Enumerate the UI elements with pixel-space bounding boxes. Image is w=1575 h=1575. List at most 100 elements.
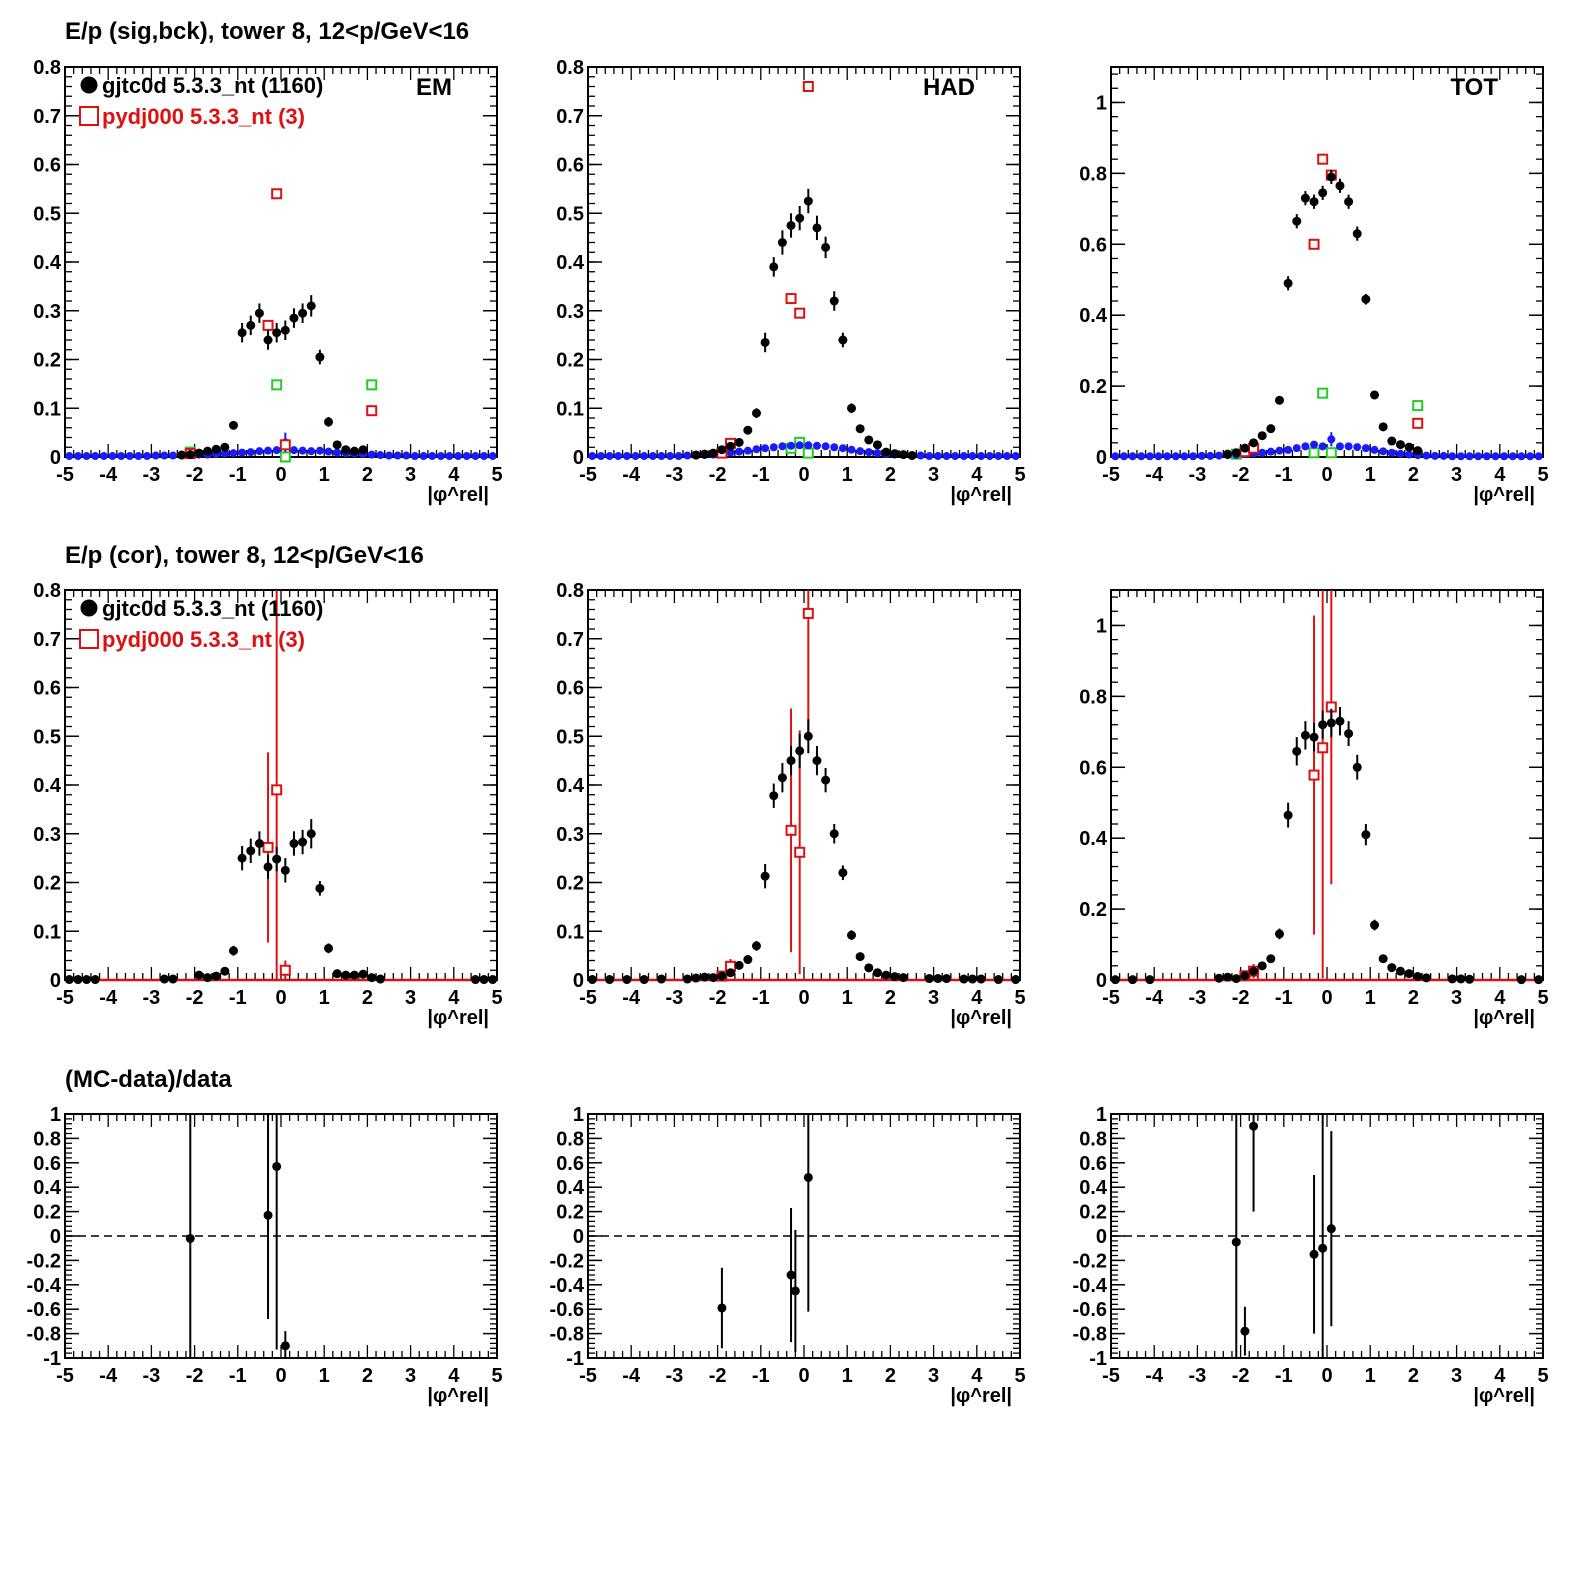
- bck-data-point: [125, 452, 134, 461]
- data-point: [246, 846, 256, 856]
- y-tick-label: 0: [573, 447, 584, 469]
- bck-data-point: [683, 451, 692, 460]
- bck-data-point: [985, 452, 994, 461]
- data-point: [1421, 973, 1431, 983]
- bck-data-point: [229, 449, 238, 458]
- bck-data-point: [614, 452, 623, 461]
- x-tick-label: 1: [842, 987, 853, 1009]
- data-point: [933, 974, 943, 984]
- mc-point: [794, 307, 806, 319]
- x-tick-label: -4: [1145, 464, 1164, 486]
- x-tick-label: 1: [319, 987, 330, 1009]
- data-point: [1266, 424, 1276, 434]
- bck-data-point: [640, 452, 649, 461]
- bck-data-point: [1275, 446, 1284, 455]
- data-point: [864, 963, 874, 973]
- plot-sig-tot: 0 0.2 0.4 0.6 0.8 1 -5 -4 -3 -2 -1 0 1 2 3 4 5|φ^rel| TOT: [1079, 66, 1549, 506]
- bck-data-point: [488, 452, 497, 461]
- data-point: [1249, 1121, 1259, 1131]
- x-tick-label: 0: [1321, 987, 1332, 1009]
- x-tick-label: -4: [1145, 987, 1164, 1009]
- bck-data-point: [289, 446, 298, 455]
- bck-data-point: [1456, 452, 1465, 461]
- bck-data-point: [1189, 452, 1198, 461]
- bck-data-point: [134, 452, 143, 461]
- y-tick-label: -0.8: [550, 1324, 584, 1346]
- bck-data-point: [160, 451, 169, 460]
- data-point: [656, 974, 666, 984]
- data-point: [1257, 961, 1267, 971]
- data-point: [1387, 963, 1397, 973]
- data-point: [691, 973, 701, 983]
- y-tick-label: 0.4: [1079, 305, 1108, 327]
- bck-data-point: [622, 452, 631, 461]
- panel-label: HAD: [923, 74, 975, 101]
- y-tick-label: 0.2: [33, 350, 61, 372]
- data-point: [1249, 966, 1259, 976]
- data-point: [743, 955, 753, 965]
- data-point: [194, 970, 204, 980]
- y-tick-label: 0.6: [556, 1153, 584, 1175]
- plot-frame: [587, 589, 1021, 981]
- data-point: [1465, 974, 1475, 984]
- data-point: [1378, 422, 1388, 432]
- bck-data-point: [735, 447, 744, 456]
- data-point: [367, 973, 377, 983]
- data-point: [82, 975, 92, 985]
- bck-data-point: [994, 452, 1003, 461]
- bck-data-point: [1396, 449, 1405, 458]
- legend-mc-marker: [79, 629, 99, 649]
- plot-ratio-em: -1-0.8-0.6-0.4-0.200.20.40.60.81-5 -4 -3 -2…: [27, 1104, 503, 1407]
- y-tick-label: 0.3: [556, 824, 584, 846]
- data-point: [872, 968, 882, 978]
- data-point: [185, 450, 195, 460]
- data-point: [280, 325, 290, 335]
- data-point: [855, 424, 865, 434]
- bck-data-point: [1344, 442, 1353, 451]
- y-tick-label: 0.7: [33, 629, 61, 651]
- data-point: [1223, 972, 1233, 982]
- x-tick-label: 5: [1537, 1365, 1548, 1387]
- data-point: [1326, 1224, 1336, 1234]
- bck-data-point: [272, 446, 281, 455]
- data-point: [177, 450, 187, 460]
- data-point: [1344, 197, 1354, 207]
- data-point: [263, 862, 273, 872]
- bck-data-point: [1526, 452, 1535, 461]
- data-point: [298, 837, 308, 847]
- bck-data-point: [657, 452, 666, 461]
- x-tick-label: 4: [971, 464, 983, 486]
- data-point: [332, 440, 342, 450]
- data-point: [890, 972, 900, 982]
- y-tick-label: 0.1: [33, 398, 61, 420]
- bck-data-point: [419, 452, 428, 461]
- data-point: [786, 1270, 796, 1280]
- data-point: [708, 448, 718, 458]
- data-point: [203, 973, 213, 983]
- data-point: [1318, 1243, 1328, 1253]
- data-point: [1240, 971, 1250, 981]
- plot-frame: [1110, 589, 1544, 981]
- data-point: [341, 445, 351, 455]
- data-point: [786, 220, 796, 230]
- x-axis-label: |φ^rel|: [1473, 1385, 1535, 1407]
- y-tick-label: 0.7: [556, 106, 584, 128]
- y-tick-label: 0.6: [1079, 757, 1107, 779]
- data-point: [1326, 718, 1336, 728]
- y-tick-label: 0.8: [33, 580, 61, 602]
- legend-data-label: gjtc0d 5.3.3_nt (1160): [102, 596, 323, 621]
- data-point: [700, 972, 710, 982]
- bck-data-point: [1534, 452, 1543, 461]
- x-tick-label: -4: [622, 987, 641, 1009]
- y-tick-label: 1: [1096, 1104, 1107, 1126]
- y-tick-label: 0.4: [1079, 1177, 1108, 1199]
- y-tick-label: 0.2: [33, 873, 61, 895]
- legend-data-marker: [80, 76, 98, 94]
- x-tick-label: -2: [1232, 1365, 1250, 1387]
- data-point: [795, 213, 805, 223]
- y-tick-label: 0.4: [556, 252, 585, 274]
- x-tick-label: -3: [143, 464, 161, 486]
- bck-data-point: [238, 448, 247, 457]
- y-tick-label: 0.5: [33, 203, 61, 225]
- bck-data-point: [1310, 440, 1319, 449]
